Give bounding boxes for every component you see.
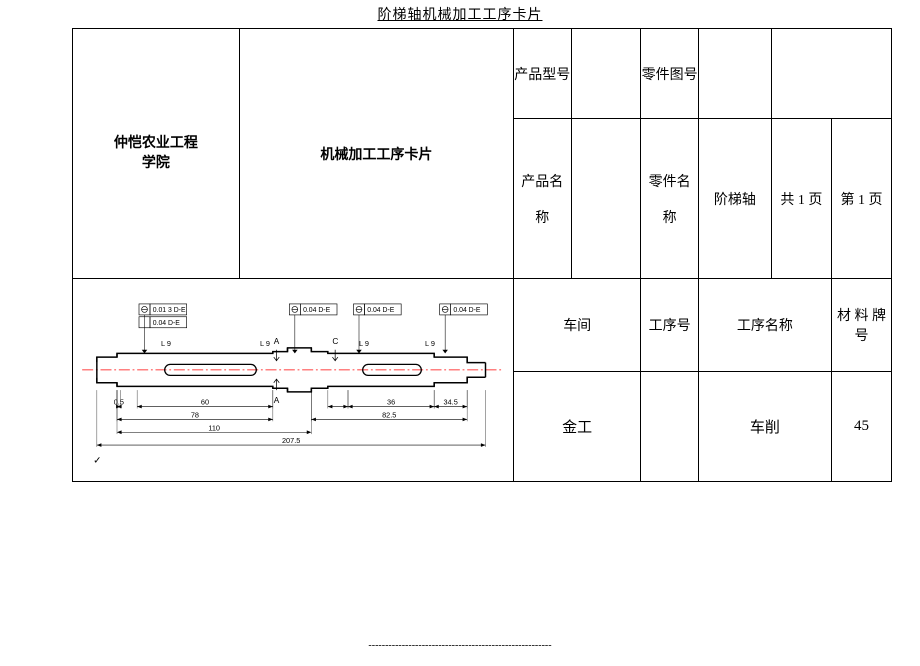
product-model-value [571,29,641,119]
process-no-value [641,372,699,482]
main-title: 机械加工工序卡片 [320,148,432,163]
material-grade-value: 45 [831,372,891,482]
product-name-label-text: 产品名 称 [521,175,563,226]
drawing-cell: A A C 0.01 3 D-E 0.04 D-E 0.04 D-E 0.04 D-E 0.0… [73,279,514,482]
process-no-label: 工序号 [641,279,699,372]
svg-text:0.5: 0.5 [114,398,124,407]
part-name-label: 零件名 称 [641,119,699,279]
workshop-label: 车间 [514,279,641,372]
part-drawing-value [698,29,771,119]
svg-text:L 9: L 9 [359,339,369,348]
svg-text:L 9: L 9 [425,339,435,348]
svg-text:110: 110 [208,423,220,432]
svg-text:0.04 D-E: 0.04 D-E [153,320,180,327]
main-title-cell: 机械加工工序卡片 [239,29,513,279]
process-name-label: 工序名称 [698,279,831,372]
svg-text:207.5: 207.5 [282,436,300,445]
institute-cell: 仲恺农业工程 学院 [73,29,240,279]
workshop-value: 金工 [514,372,641,482]
process-name-value: 车削 [698,372,831,482]
svg-text:78: 78 [191,411,199,420]
product-model-label: 产品型号 [514,29,572,119]
svg-text:A: A [274,396,280,405]
institute-name: 仲恺农业工程 学院 [114,136,198,171]
svg-text:L 9: L 9 [260,339,270,348]
svg-text:60: 60 [201,398,209,407]
blank-top-right [771,29,891,119]
svg-text:36: 36 [387,398,395,407]
svg-text:34.5: 34.5 [444,398,458,407]
part-name-label-text: 零件名 称 [649,175,691,226]
product-name-value [571,119,641,279]
part-name-value: 阶梯轴 [698,119,771,279]
svg-text:0.04 D-E: 0.04 D-E [453,307,480,314]
svg-text:L 9: L 9 [161,339,171,348]
product-name-label: 产品名 称 [514,119,572,279]
svg-text:✓: ✓ [93,455,101,466]
svg-text:0.04 D-E: 0.04 D-E [367,307,394,314]
svg-text:0.04 D-E: 0.04 D-E [303,307,330,314]
svg-text:0.01 3 D-E: 0.01 3 D-E [153,307,186,314]
svg-text:C: C [332,337,338,346]
shaft-drawing: A A C 0.01 3 D-E 0.04 D-E 0.04 D-E 0.04 D-E 0.0… [73,279,513,481]
material-grade-label: 材 料 牌 号 [831,279,891,372]
footer-dashes: ----------------------------------------… [0,640,920,651]
pages-total: 共 1 页 [771,119,831,279]
part-drawing-label: 零件图号 [641,29,699,119]
svg-text:82.5: 82.5 [382,411,396,420]
pages-current: 第 1 页 [831,119,891,279]
svg-text:A: A [274,337,280,346]
process-card-table: 仲恺农业工程 学院 机械加工工序卡片 产品型号 零件图号 产品名 称 零件名 称… [72,28,892,482]
